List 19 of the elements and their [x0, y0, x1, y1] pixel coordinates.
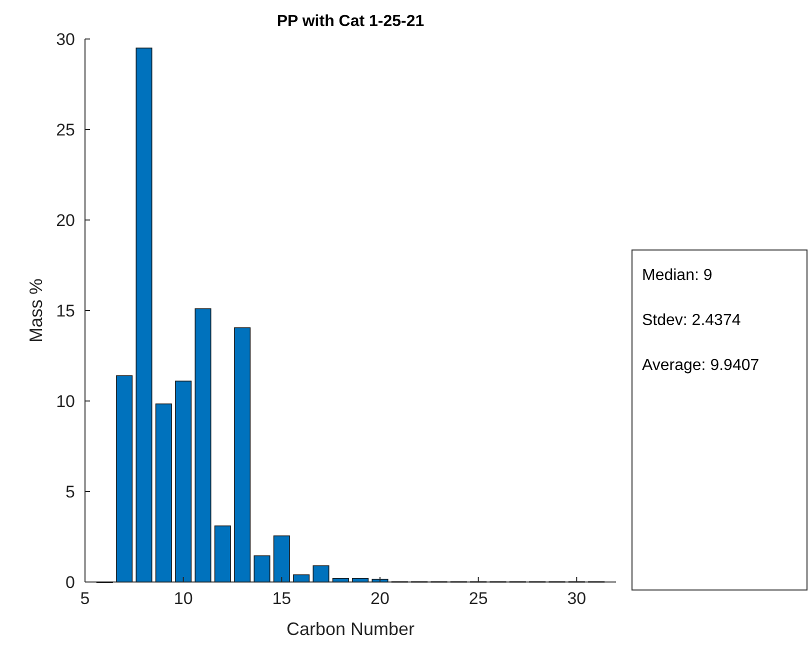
- x-axis-title: Carbon Number: [286, 619, 415, 639]
- text: Stdev: 2.4374: [642, 312, 741, 329]
- y-tick-label: 30: [56, 30, 75, 49]
- y-tick-label: 5: [66, 482, 75, 502]
- text: Median: 9: [642, 267, 712, 284]
- text: Average: 9.9407: [642, 357, 760, 374]
- y-tick-label: 15: [56, 302, 75, 320]
- y-tick-label: 0: [66, 573, 75, 592]
- x-tick-label: 30: [567, 589, 586, 608]
- y-tick-label: 10: [56, 392, 75, 411]
- x-tick-label: 25: [468, 589, 488, 608]
- x-tick-label: 20: [370, 589, 390, 608]
- y-tick-label: 25: [56, 120, 75, 140]
- x-tick-label: 15: [272, 589, 292, 608]
- x-tick-label: 5: [80, 589, 90, 608]
- y-axis-title: Mass %: [26, 278, 46, 343]
- chart-title: PP with Cat 1-25-21: [276, 13, 424, 30]
- y-tick-label: 20: [56, 211, 75, 230]
- x-tick-label: 10: [174, 589, 193, 608]
